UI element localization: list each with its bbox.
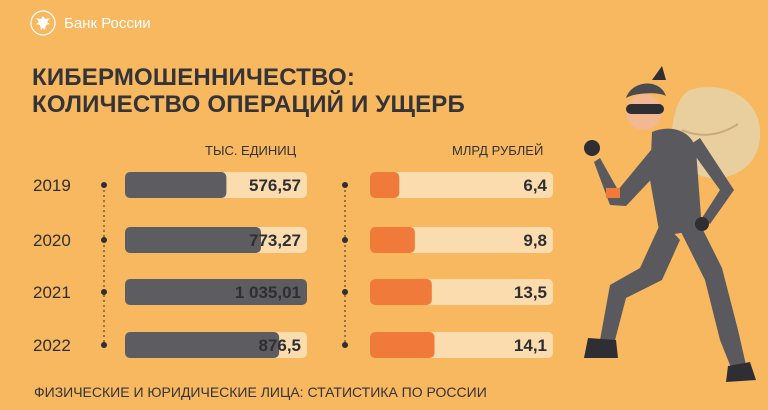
loss-bar-track: [370, 227, 553, 253]
title-line-1: КИБЕРМОШЕННИЧЕСТВО:: [32, 64, 356, 91]
loss-value-label: 9,8: [523, 231, 547, 250]
year-label: 2019: [33, 176, 71, 195]
ops-row-dot: [101, 289, 107, 295]
loss-bar: [370, 279, 432, 305]
loss-bar: [370, 227, 415, 253]
ops-value-label: 1 035,01: [235, 283, 301, 302]
loss-bar: [370, 172, 400, 198]
ops-unit-label: ТЫС. ЕДИНИЦ: [205, 143, 297, 158]
loss-value-label: 13,5: [514, 283, 547, 302]
brand: Банк России: [30, 10, 151, 36]
ops-row-dot: [101, 182, 107, 188]
title-line-2: КОЛИЧЕСТВО ОПЕРАЦИЙ И УЩЕРБ: [32, 91, 465, 118]
ops-bar: [125, 332, 280, 358]
loss-value-label: 14,1: [514, 336, 547, 355]
ops-value-label: 773,27: [249, 231, 301, 250]
loss-value-label: 6,4: [523, 176, 547, 195]
loss-unit-label: МЛРД РУБЛЕЙ: [452, 143, 544, 158]
ops-row-dot: [101, 237, 107, 243]
year-label: 2021: [33, 283, 71, 302]
loss-row-dot: [342, 342, 348, 348]
loss-bar-track: [370, 172, 553, 198]
loss-row-dot: [342, 237, 348, 243]
page-title: КИБЕРМОШЕННИЧЕСТВО: КОЛИЧЕСТВО ОПЕРАЦИЙ …: [32, 64, 465, 118]
ops-bar: [125, 227, 261, 253]
eagle-emblem-icon: [30, 10, 56, 36]
ops-value-label: 876,5: [258, 336, 301, 355]
loss-row-dot: [342, 289, 348, 295]
ops-value-label: 576,57: [249, 176, 301, 195]
year-label: 2022: [33, 336, 71, 355]
brand-name: Банк России: [64, 14, 151, 32]
loss-bar: [370, 332, 435, 358]
loss-row-dot: [342, 182, 348, 188]
ops-bar: [125, 279, 307, 305]
thief-illustration: [584, 66, 760, 382]
footer-note: ФИЗИЧЕСКИЕ И ЮРИДИЧЕСКИЕ ЛИЦА: СТАТИСТИК…: [34, 384, 487, 400]
ops-row-dot: [101, 342, 107, 348]
year-label: 2020: [33, 231, 71, 250]
ops-bar: [125, 172, 227, 198]
